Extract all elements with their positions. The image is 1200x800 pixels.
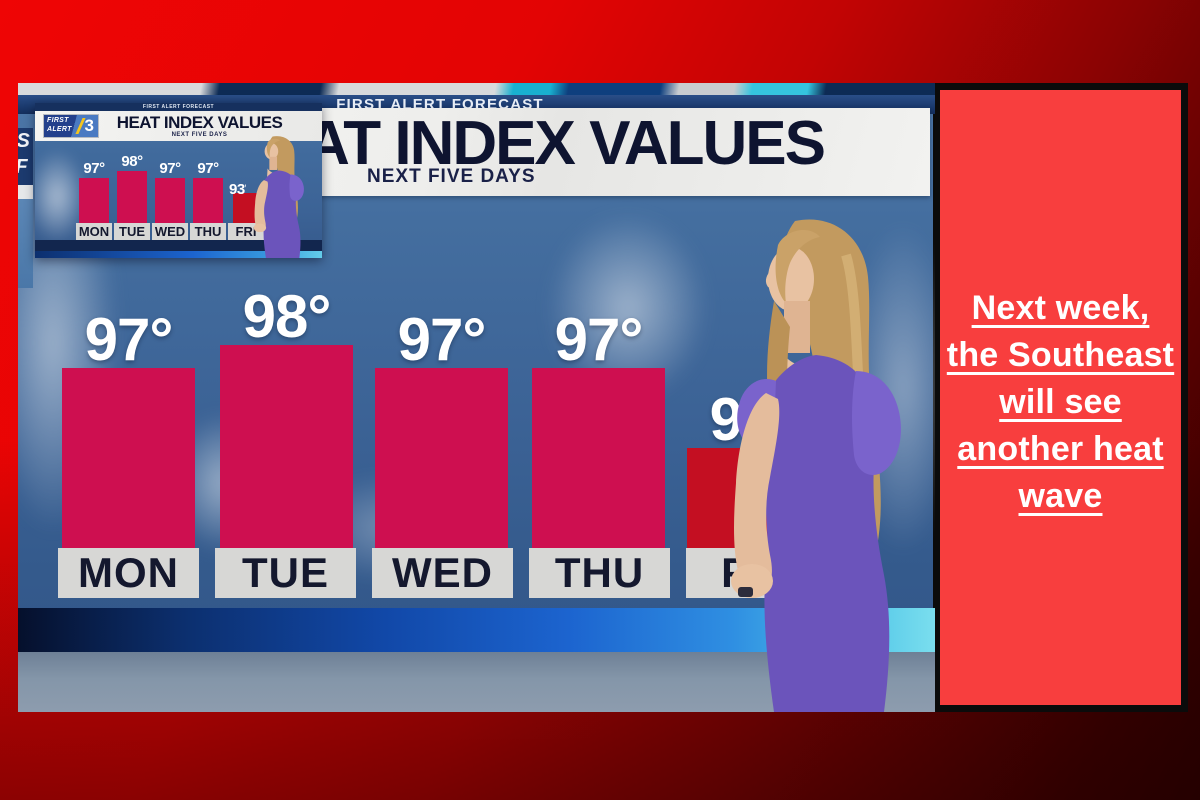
forecast-title: HEAT INDEX VALUES bbox=[223, 109, 826, 178]
day-label-mon: MON bbox=[58, 548, 199, 598]
pip-bar-tue bbox=[117, 171, 147, 224]
pip-bar-value-fri: 93° bbox=[229, 181, 246, 198]
caption-line: wave bbox=[1018, 477, 1103, 515]
weather-broadcast-frame: FIRST ALERT FORECAST HEAT INDEX VALUES N… bbox=[18, 83, 935, 712]
bar-value-mon: 97° bbox=[84, 306, 174, 373]
logo-alert: ALERT bbox=[47, 126, 72, 133]
bar-value-thu: 97° bbox=[554, 306, 644, 373]
weather-presenter bbox=[731, 219, 901, 712]
pip-bar-value-tue: 98° bbox=[121, 153, 143, 170]
pip-bar-value-mon: 97° bbox=[83, 160, 105, 177]
pip-lower-blue-strip bbox=[35, 251, 322, 258]
pip-ticker-bar: FIRST ALERT FORECAST bbox=[35, 103, 322, 111]
pip-day-label-tue: TUE bbox=[114, 223, 150, 241]
pip-ticker-label: FIRST ALERT FORECAST bbox=[142, 104, 215, 110]
pip-forecast-title: HEAT INDEX VALUES bbox=[116, 113, 283, 132]
bar-tue bbox=[220, 345, 353, 548]
background-banner-fragment: RS EF bbox=[18, 128, 33, 288]
caption-line: the Southeast bbox=[946, 336, 1175, 374]
bar-value-wed: 97° bbox=[397, 306, 487, 373]
caption-line: will see bbox=[999, 383, 1122, 421]
studio-set-top-strip bbox=[18, 83, 935, 96]
banner-fragment-text: EF bbox=[18, 156, 33, 179]
caption-line: another heat bbox=[957, 430, 1164, 468]
banner-fragment-blue-strip bbox=[18, 199, 33, 288]
picture-in-picture-inset: FIRST ALERT FORECAST FIRST ALERT 3 HEAT … bbox=[35, 103, 322, 258]
bar-value-tue: 98° bbox=[242, 283, 332, 350]
day-label-wed: WED bbox=[372, 548, 513, 598]
pip-bar-thu bbox=[193, 178, 223, 224]
day-label-tue: TUE bbox=[215, 548, 356, 598]
caption-line: Next week, bbox=[971, 289, 1150, 327]
banner-fragment-text: RS bbox=[18, 130, 33, 153]
bar-thu bbox=[532, 368, 665, 548]
pip-title-panel: FIRST ALERT 3 HEAT INDEX VALUES NEXT FIV… bbox=[35, 111, 322, 141]
pip-forecast-subtitle: NEXT FIVE DAYS bbox=[171, 132, 228, 138]
bar-wed bbox=[375, 368, 508, 548]
pip-weather-presenter bbox=[253, 136, 304, 258]
pip-bar-wed bbox=[155, 178, 185, 224]
pip-bar-value-thu: 97° bbox=[197, 160, 219, 177]
bar-mon bbox=[62, 368, 195, 548]
pip-bar-value-wed: 97° bbox=[159, 160, 181, 177]
pip-bar-mon bbox=[79, 178, 109, 224]
pip-day-label-mon: MON bbox=[76, 223, 112, 241]
banner-fragment-navy: RS EF bbox=[18, 128, 33, 185]
pip-chart-area: 97° 98° 97° 97° 93° MON TUE WED THU FRI bbox=[35, 136, 322, 258]
forecast-subtitle: NEXT FIVE DAYS bbox=[367, 166, 536, 187]
pip-day-label-wed: WED bbox=[152, 223, 188, 241]
pip-lower-navy-strip bbox=[35, 240, 322, 251]
logo-first: FIRST bbox=[47, 117, 69, 124]
pip-day-label-thu: THU bbox=[190, 223, 226, 241]
station-logo: FIRST ALERT 3 bbox=[43, 114, 99, 138]
caption-panel: Next week, the Southeast will see anothe… bbox=[933, 83, 1188, 712]
pip-bar-fri bbox=[233, 193, 259, 224]
logo-channel-number: 3 bbox=[84, 116, 94, 135]
day-label-thu: THU bbox=[529, 548, 670, 598]
banner-fragment-white-strip bbox=[18, 185, 33, 199]
